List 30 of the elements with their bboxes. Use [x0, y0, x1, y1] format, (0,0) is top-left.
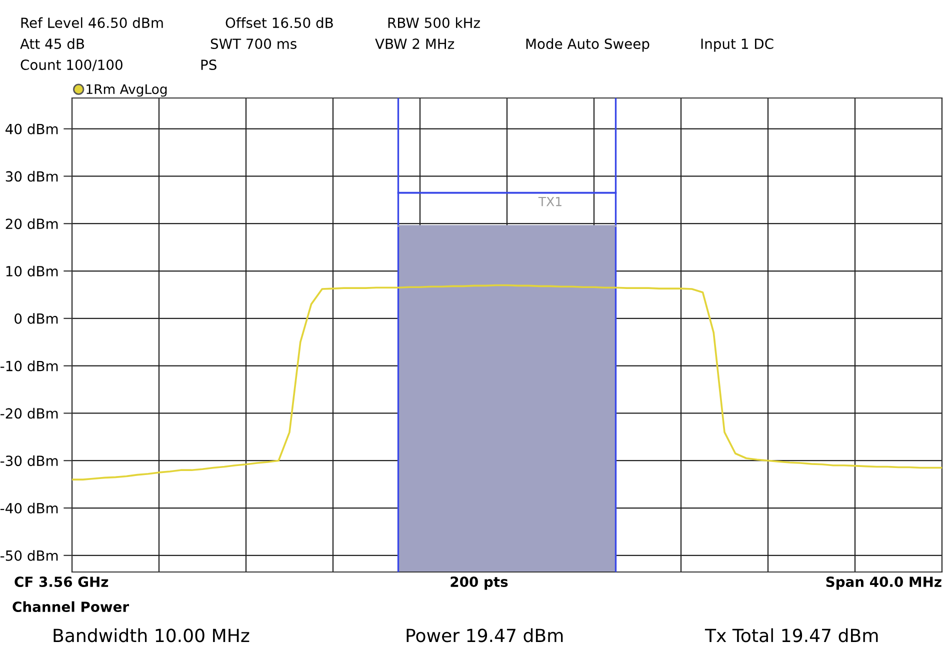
- y-tick-label: 40 dBm: [6, 124, 58, 134]
- y-tick-label: 0 dBm: [14, 313, 58, 324]
- text: Tx Total 19.47 dBm: [704, 628, 878, 642]
- text: Span 40.0 MHz: [826, 576, 942, 590]
- y-tick-label: 30 dBm: [6, 170, 58, 182]
- y-tick-label: -20 dBm: [0, 408, 58, 419]
- text: Channel Power: [12, 601, 130, 612]
- text: Count 100/100: [20, 60, 122, 72]
- text: Input 1 DC: [701, 38, 774, 52]
- y-tick-label: -30 dBm: [0, 455, 58, 466]
- line-series: [72, 284, 942, 480]
- text: Bandwidth 10.00 MHz: [54, 628, 250, 642]
- y-tick-label: -40 dBm: [0, 502, 58, 514]
- text: PS: [201, 60, 216, 70]
- text: Offset 16.50 dB: [226, 17, 333, 28]
- text: CF 3.56 GHz: [14, 576, 108, 588]
- text: VBW 2 MHz: [375, 38, 454, 49]
- series-label: TX1: [538, 196, 562, 206]
- text: RBW 500 kHz: [388, 17, 480, 28]
- y-tick-label: 10 dBm: [6, 266, 58, 276]
- text: 200 pts: [450, 576, 508, 590]
- y-tick-label: -50 dBm: [0, 550, 58, 561]
- y-tick-label: 20 dBm: [6, 218, 58, 230]
- text: Power 19.47 dBm: [406, 628, 563, 642]
- text: Att 45 dB: [20, 38, 84, 50]
- y-tick-label: -10 dBm: [0, 360, 58, 372]
- text: Ref Level 46.50 dBm: [21, 17, 163, 28]
- text: SWT 700 ms: [210, 38, 296, 50]
- legend-label: 1Rm AvgLog: [86, 84, 167, 97]
- text: Mode Auto Sweep: [526, 38, 650, 52]
